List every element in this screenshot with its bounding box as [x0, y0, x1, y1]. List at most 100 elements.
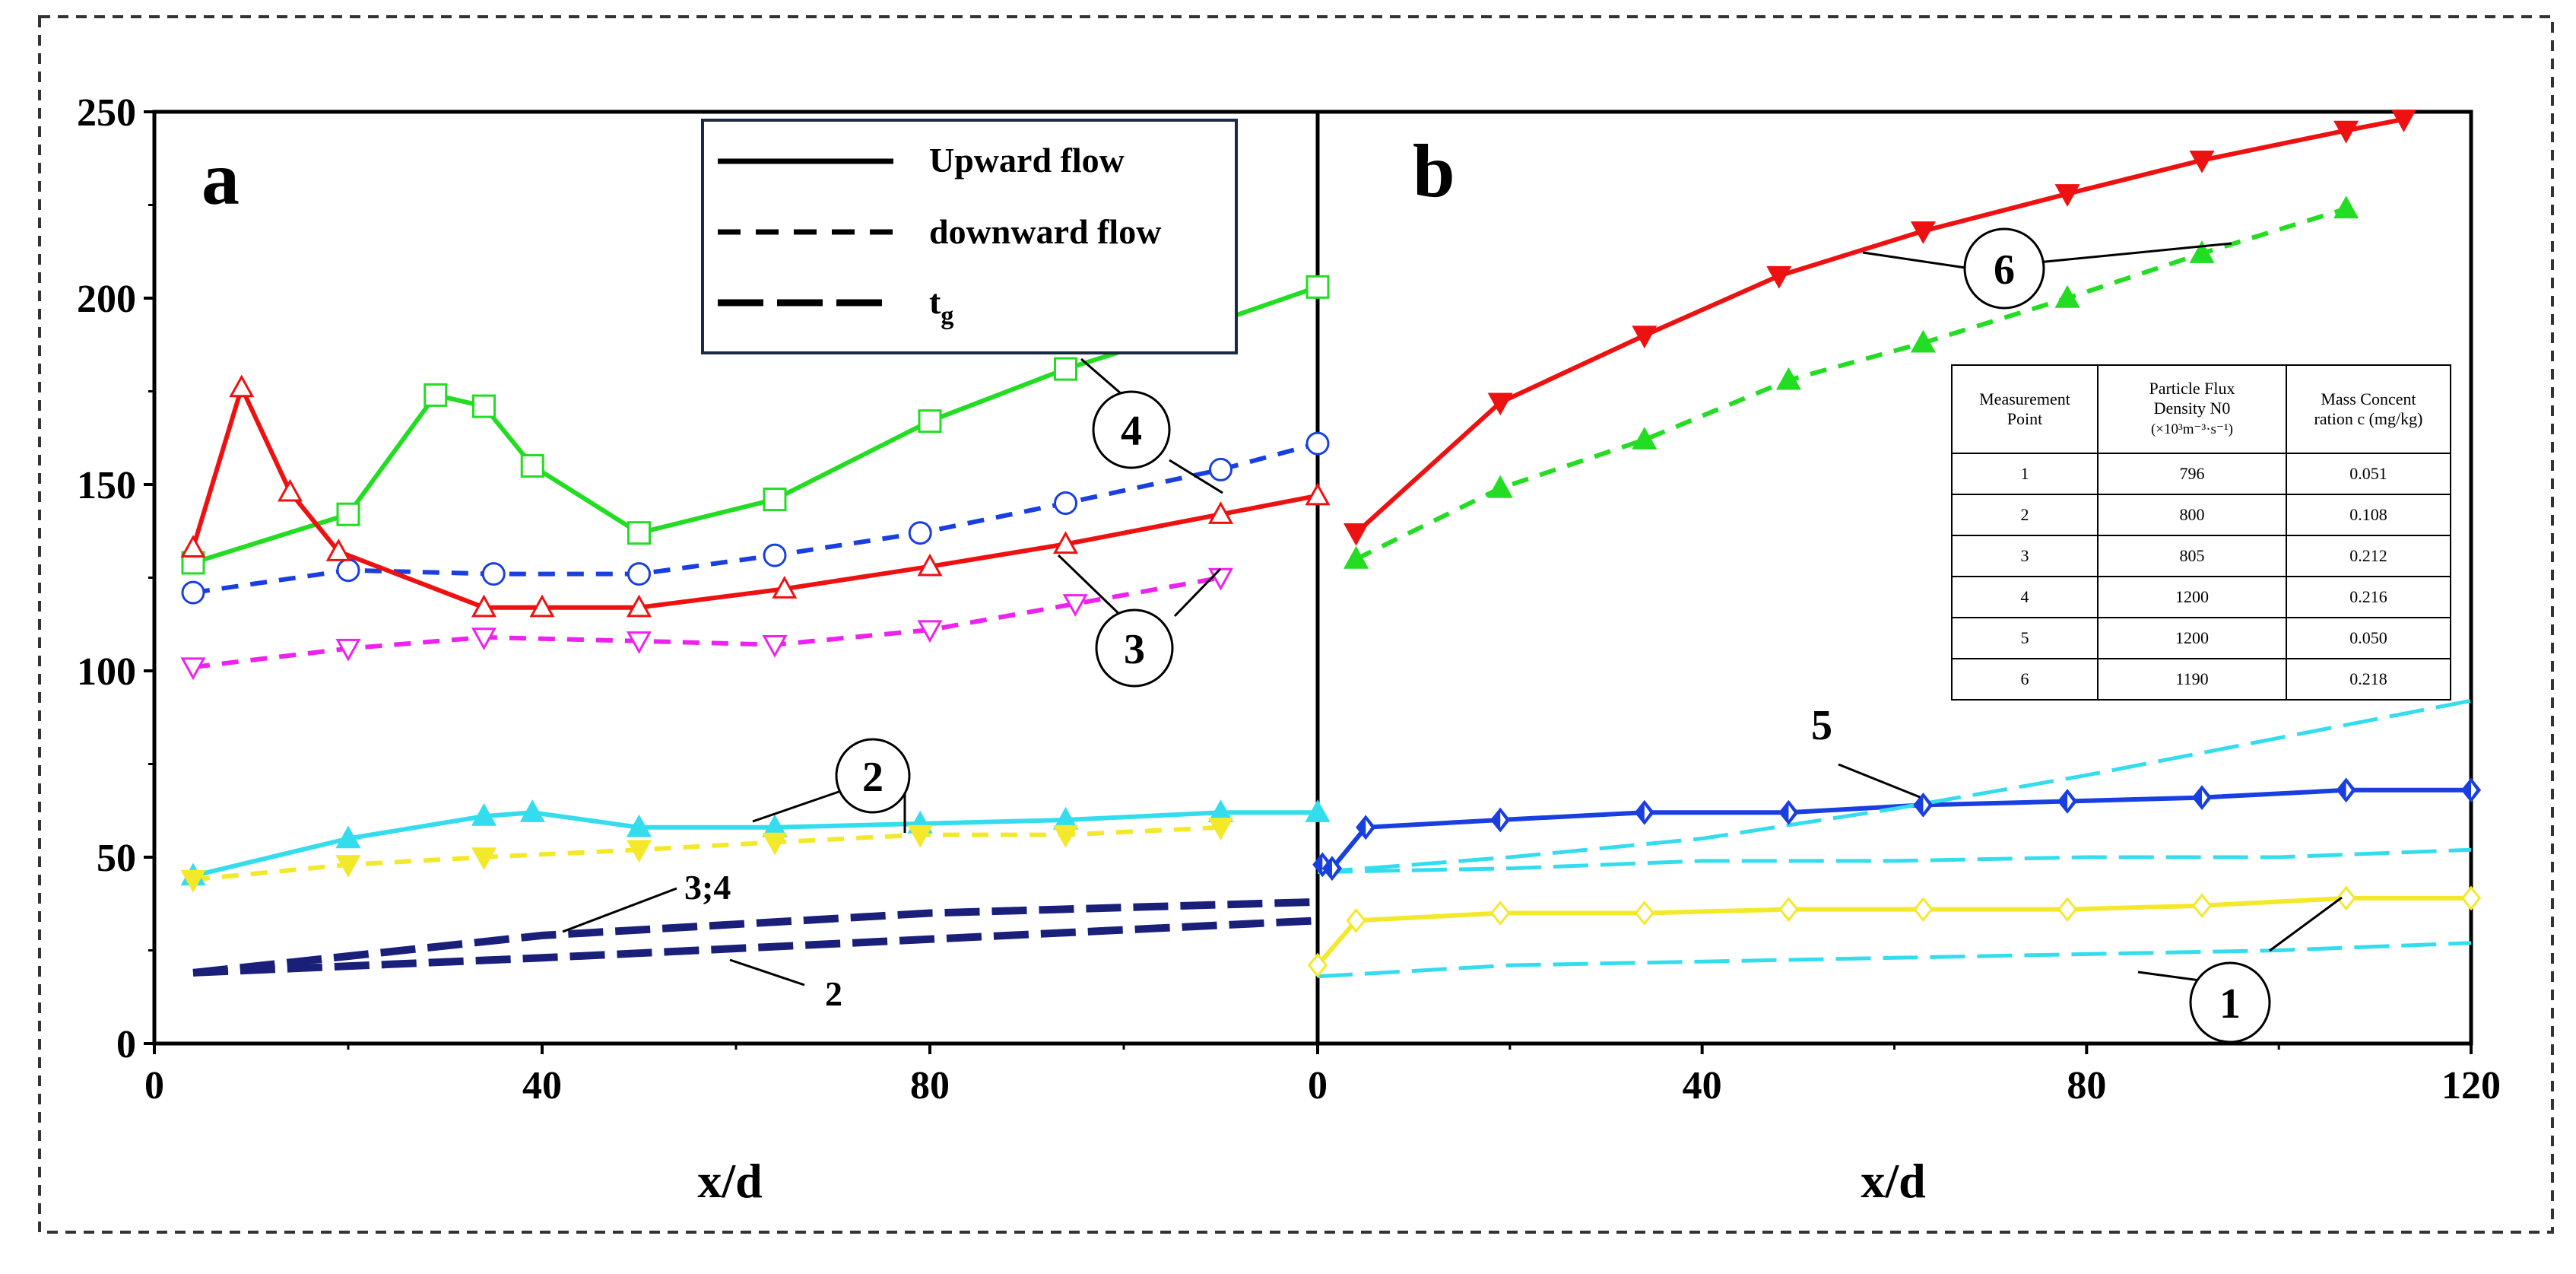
data-point [1307, 952, 1328, 978]
annotation-4-circle [1092, 390, 1171, 469]
data-point [1305, 482, 1331, 506]
legend-label-upward: Upward flow [929, 141, 1125, 180]
data-point [1775, 367, 1801, 390]
data-point [2054, 284, 2080, 308]
data-point [1207, 818, 1234, 840]
table-cell: 2 [1951, 494, 2099, 536]
data-point [335, 825, 361, 849]
annotation-tg2-leader [729, 958, 805, 986]
data-point [1052, 824, 1079, 848]
data-point-highlight [2202, 789, 2208, 805]
data-point [336, 558, 360, 583]
data-point-highlight [1788, 805, 1794, 821]
data-point [2057, 897, 2078, 923]
table-cell: 805 [2097, 535, 2287, 577]
data-point [181, 580, 205, 605]
table-header-line: Density N0 [2153, 399, 2231, 418]
data-point [471, 594, 497, 618]
data-point [1305, 799, 1331, 822]
table-header-particle-flux: Particle Flux Density N0 (×10³m⁻³·s⁻¹) [2097, 364, 2287, 454]
data-point [1487, 475, 1513, 498]
table-header-line: (×10³m⁻³·s⁻¹) [2150, 421, 2234, 437]
data-point [1634, 901, 1654, 926]
data-point-highlight [1644, 805, 1651, 821]
data-point [627, 562, 651, 586]
y-tick-label: 100 [77, 650, 136, 694]
table-row: 3 805 0.212 [1951, 535, 2451, 577]
x-tick-label: 0 [1308, 1064, 1328, 1107]
markers-layer [180, 110, 2482, 978]
data-point [471, 847, 497, 871]
data-point [2333, 195, 2359, 219]
data-point [2336, 777, 2356, 803]
data-point-highlight [1500, 812, 1506, 828]
data-point [1346, 907, 1366, 933]
data-point [1207, 501, 1234, 524]
annotation-1-circle [2189, 961, 2271, 1044]
y-tick-label: 50 [97, 837, 136, 880]
table-row: 1 796 0.051 [1951, 453, 2451, 495]
table-cell: 6 [1951, 658, 2099, 701]
series-line-tg-3-4 [192, 898, 1318, 977]
data-point [2189, 240, 2215, 263]
data-point [2191, 893, 2213, 919]
series-line-tg-2 [192, 917, 1318, 977]
data-point [772, 576, 798, 599]
data-point [917, 553, 943, 577]
series-layer [191, 116, 2472, 979]
annotations-panel-a: 4 3 2 3;4 2 [562, 357, 1223, 1013]
data-point [180, 869, 206, 893]
table-cell: 5 [1951, 617, 2099, 659]
series-line-tg-upper [1317, 698, 2472, 875]
annotation-5-leader [1838, 763, 1921, 799]
data-point [2460, 885, 2482, 911]
annotations-panel-b: 6 5 1 [1811, 227, 2343, 1044]
table-row: 6 1190 0.218 [1951, 658, 2451, 701]
annotation-2-leader-3 [752, 789, 842, 823]
data-point [520, 454, 544, 478]
measurement-table: Measurement Point Particle Flux Density … [1951, 364, 2451, 701]
data-point [325, 539, 351, 561]
y-tick-label: 250 [77, 91, 136, 135]
data-point [918, 409, 942, 434]
annotation-6-text: 6 [1994, 246, 2015, 294]
data-point [626, 840, 652, 863]
annotation-1-leader-2 [2269, 896, 2343, 952]
data-point [1344, 545, 1369, 569]
annotation-6-circle [1963, 227, 2045, 310]
annotation-1-text: 1 [2219, 980, 2241, 1028]
annotation-34-text: 3;4 [684, 868, 731, 907]
data-point [626, 631, 652, 654]
data-point [335, 638, 361, 662]
series-line-3-downward [192, 575, 1222, 670]
panel-b-label: b [1413, 129, 1455, 213]
table-row: 4 1200 0.216 [1951, 576, 2451, 618]
data-point [529, 594, 555, 618]
data-point [1052, 531, 1079, 554]
annotation-3-circle [1095, 608, 1174, 688]
data-point [1632, 326, 1658, 349]
legend-label-tg: tg [929, 282, 953, 330]
x-tick-label: 40 [522, 1064, 562, 1107]
annotation-2-circle [835, 738, 911, 814]
annotation-6-leader-1 [1862, 251, 1966, 269]
data-point [2336, 885, 2356, 911]
table-header-line: ration c (mg/kg) [2314, 409, 2423, 428]
data-point [2054, 184, 2080, 207]
data-point [1305, 275, 1330, 299]
data-point [519, 799, 545, 822]
figure-frame [38, 15, 2554, 1234]
table-cell: 1200 [2097, 576, 2287, 618]
data-point [1632, 427, 1658, 450]
data-point [626, 814, 652, 837]
data-point [1778, 897, 1799, 923]
table-cell: 800 [2097, 494, 2287, 536]
x-tick-label: 80 [910, 1064, 950, 1107]
data-point-highlight [1366, 819, 1372, 835]
series-line-tg-lower [1317, 941, 2472, 979]
data-point [1054, 357, 1077, 381]
panel-b-xlabel: x/d [1861, 1154, 1925, 1208]
x-tick-label: 80 [2067, 1064, 2106, 1107]
series-line-1-upward [1315, 895, 2471, 967]
table-header-line: Particle Flux [2149, 379, 2235, 398]
